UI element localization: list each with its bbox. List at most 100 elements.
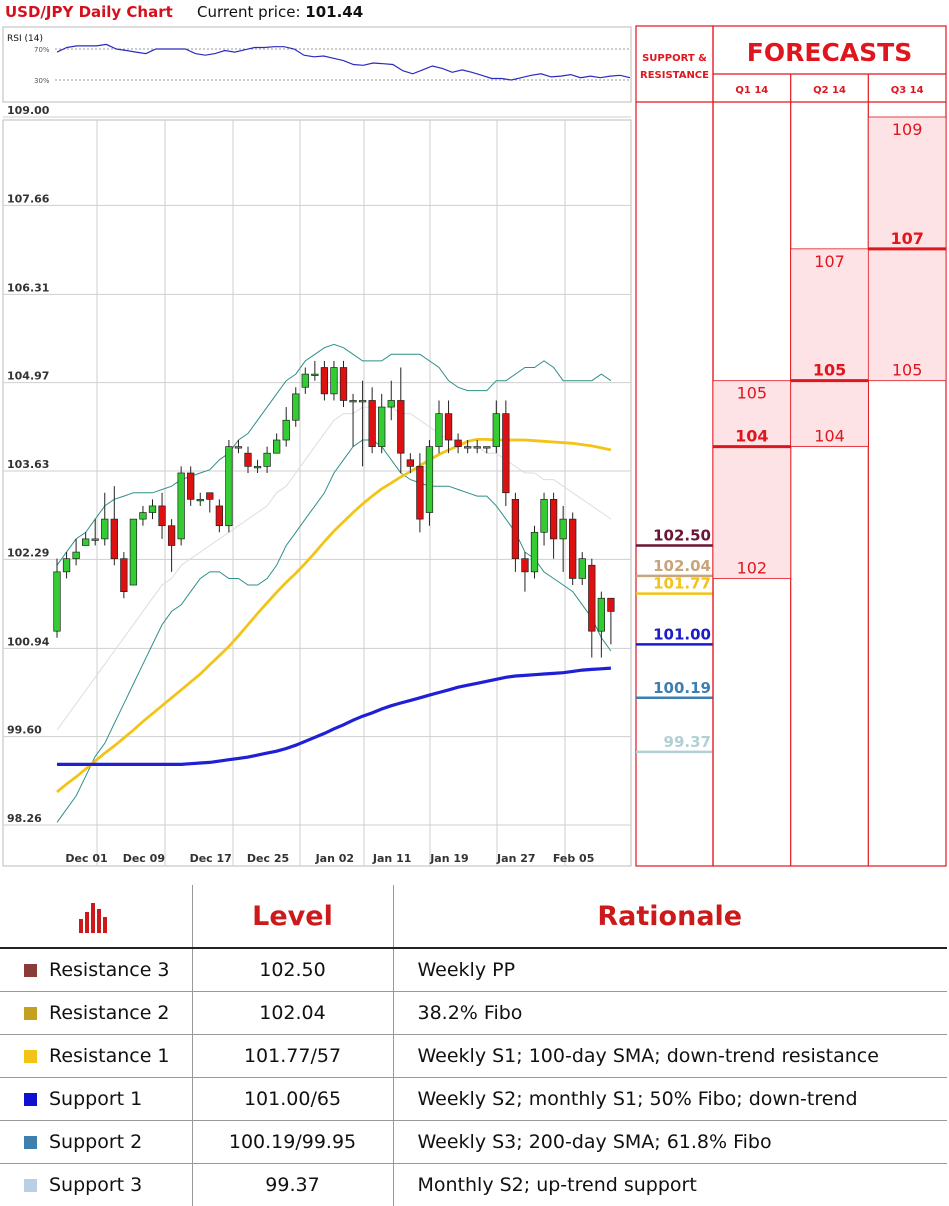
y-tick-label: 106.31	[7, 281, 49, 294]
candle	[130, 519, 137, 585]
x-tick-label: Feb 05	[553, 852, 595, 865]
candle-body	[292, 394, 299, 420]
candle-body	[63, 559, 70, 572]
forecast-band	[713, 381, 791, 579]
candle-body	[264, 453, 271, 466]
y-tick-label: 103.63	[7, 458, 49, 471]
candle-body	[493, 414, 500, 447]
support-resistance-column: SUPPORT & RESISTANCE 102.50102.04101.771…	[636, 26, 713, 866]
candle-body	[522, 559, 529, 572]
candle-body	[445, 414, 452, 440]
rsi-label: RSI (14)	[7, 34, 43, 44]
candle	[178, 466, 185, 545]
forecast-min-label: 104	[814, 427, 845, 446]
candle-body	[216, 506, 223, 526]
row-swatch	[24, 1179, 37, 1192]
candle-body	[168, 526, 175, 546]
forecast-mid-label: 104	[735, 427, 768, 446]
row-name: Support 1	[0, 1078, 192, 1121]
row-level: 101.77/57	[192, 1035, 393, 1078]
row-level: 100.19/99.95	[192, 1121, 393, 1164]
rsi-lower-label: 30%	[34, 77, 50, 85]
candle-body	[226, 447, 233, 526]
row-name-text: Resistance 2	[49, 1002, 170, 1024]
rsi-upper-label: 70%	[34, 46, 50, 54]
row-name: Support 2	[0, 1121, 192, 1164]
candle-body	[550, 499, 557, 539]
candle-body	[254, 466, 261, 468]
candle-body	[92, 539, 99, 541]
level-label: 101.00	[653, 625, 711, 643]
candle-body	[512, 499, 519, 558]
x-tick-label: Jan 27	[496, 852, 535, 865]
candle-body	[398, 400, 405, 453]
candle	[226, 440, 233, 532]
candle-body	[579, 559, 586, 579]
candle-body	[350, 400, 357, 402]
candle-body	[407, 460, 414, 467]
level-label: 99.37	[664, 733, 711, 751]
row-name-text: Support 1	[49, 1088, 142, 1110]
candle-body	[426, 447, 433, 513]
candle	[569, 513, 576, 586]
candle-body	[464, 447, 471, 449]
usdjpy-chart: USD/JPY Daily Chart Current price: 101.4…	[0, 0, 949, 880]
forecast-mid-label: 107	[890, 229, 923, 248]
y-tick-label: 109.00	[7, 104, 50, 117]
x-tick-label: Dec 09	[123, 852, 165, 865]
header-rationale: Rationale	[393, 885, 947, 948]
candle-body	[483, 447, 490, 449]
candle-body	[455, 440, 462, 447]
row-swatch	[24, 1136, 37, 1149]
candle-body	[340, 368, 347, 401]
price-pane: 109.00107.66106.31104.97103.63102.29100.…	[3, 104, 631, 866]
x-tick-label: Dec 01	[65, 852, 107, 865]
x-tick-label: Jan 11	[372, 852, 411, 865]
row-level: 99.37	[192, 1164, 393, 1206]
candle-body	[321, 368, 328, 394]
sr-header-line1: SUPPORT &	[642, 53, 707, 64]
candle-body	[369, 400, 376, 446]
candle-body	[302, 374, 309, 387]
row-rationale: Weekly PP	[393, 948, 947, 992]
candle	[503, 400, 510, 505]
candle-body	[436, 414, 443, 447]
candle-body	[159, 506, 166, 526]
row-swatch	[24, 1007, 37, 1020]
row-name-text: Resistance 1	[49, 1045, 170, 1067]
candle-body	[474, 447, 481, 449]
quarter-label: Q1 14	[735, 85, 768, 96]
x-tick-label: Jan 02	[315, 852, 354, 865]
row-rationale: Weekly S3; 200-day SMA; 61.8% Fibo	[393, 1121, 947, 1164]
rsi-pane: RSI (14) 70% 30%	[3, 27, 631, 102]
row-name: Resistance 1	[0, 1035, 192, 1078]
forecast-max-label: 109	[892, 120, 923, 139]
header-icon-cell	[0, 885, 192, 948]
row-level: 102.50	[192, 948, 393, 992]
x-tick-label: Jan 19	[429, 852, 468, 865]
y-tick-label: 99.60	[7, 724, 42, 737]
row-level: 101.00/65	[192, 1078, 393, 1121]
row-name: Resistance 2	[0, 992, 192, 1035]
y-tick-label: 102.29	[7, 546, 49, 559]
candle-body	[378, 407, 385, 447]
candle-body	[569, 519, 576, 578]
levels-table-header: Level Rationale	[0, 885, 947, 948]
x-tick-label: Dec 25	[247, 852, 289, 865]
price-label: Current price: 101.44	[197, 3, 363, 21]
row-swatch	[24, 1093, 37, 1106]
candle-body	[130, 519, 137, 585]
candle-body	[312, 374, 319, 376]
candle-body	[359, 400, 366, 402]
y-tick-label: 107.66	[7, 192, 50, 205]
forecast-min-label: 105	[892, 361, 923, 380]
forecast-mid-label: 105	[813, 361, 846, 380]
row-rationale: Weekly S2; monthly S1; 50% Fibo; down-tr…	[393, 1078, 947, 1121]
candle	[426, 440, 433, 526]
